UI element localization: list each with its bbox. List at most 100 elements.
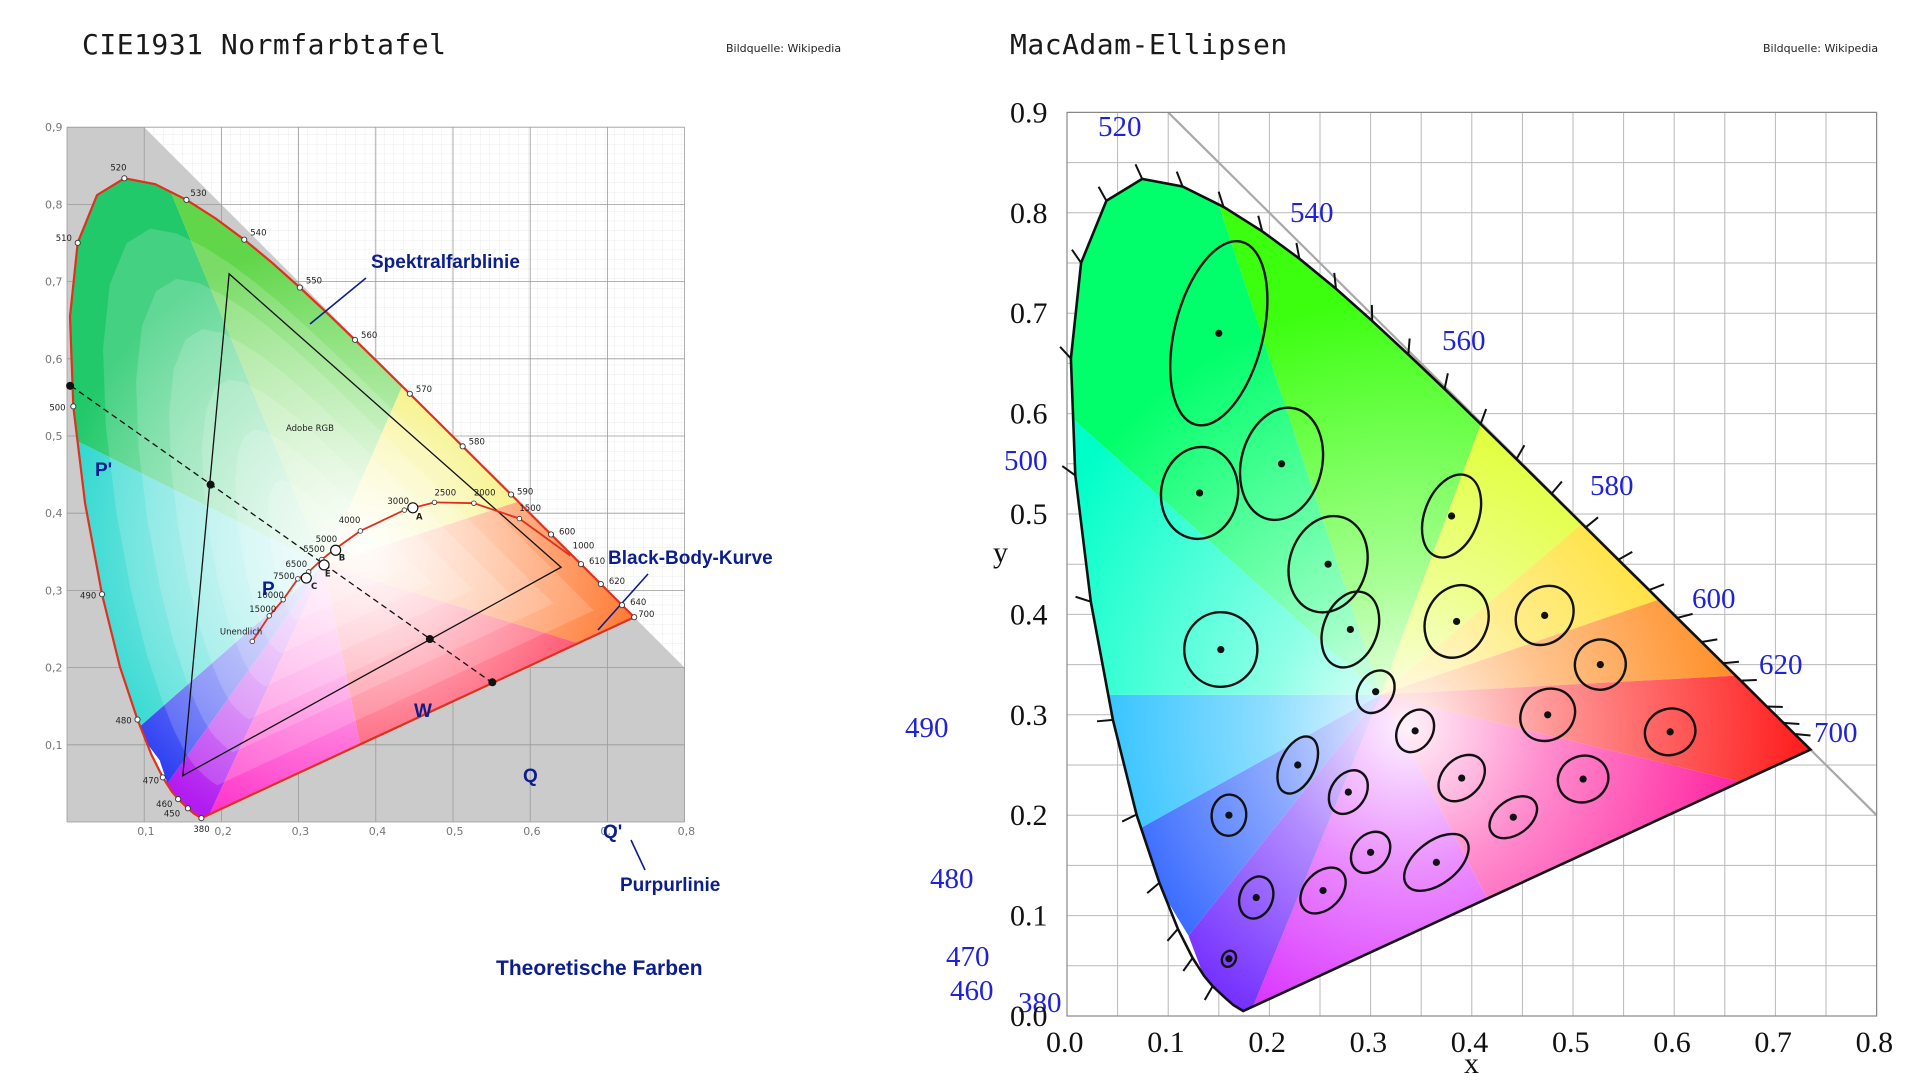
wavelength-marker (597, 580, 604, 588)
x-tick-label: 0.3 (1350, 1026, 1388, 1059)
y-tick-label: 0.5 (1010, 498, 1048, 531)
gamut-fill (1069, 177, 1813, 1013)
wavelength-marker (183, 196, 190, 203)
point-w-label: W (414, 701, 432, 722)
wavelength-label: 700 (1814, 717, 1858, 749)
x-tick-label: 0.2 (1248, 1026, 1286, 1059)
ellipse-center (1372, 688, 1380, 696)
y-tick-label: 0.1 (1010, 900, 1048, 933)
macadam-ellipse (1320, 590, 1381, 669)
wavelength-marker (406, 390, 413, 397)
x-tick-label: 0.5 (1552, 1026, 1590, 1059)
temperature-label: 5500 (303, 545, 325, 555)
wavelength-label: 540 (250, 229, 266, 239)
wavelength-label: 580 (1590, 470, 1634, 502)
wavelength-label: 530 (190, 189, 206, 199)
wavelength-marker (577, 561, 585, 568)
wavelength-marker (459, 443, 466, 450)
y-tick-label: 0,9 (45, 121, 63, 134)
y-tick-label: 0.9 (1010, 96, 1048, 129)
point-q-prime-label: Q' (603, 822, 622, 843)
wavelength-marker (98, 591, 106, 598)
macadam-ellipse (1210, 793, 1248, 837)
temperature-label: 4000 (339, 516, 361, 526)
wavelength-label: 480 (930, 863, 974, 895)
y-tick-label: 0,7 (45, 276, 63, 289)
ellipse-center (1344, 788, 1352, 796)
wavelength-marker (351, 336, 359, 343)
x-tick-label: 0,6 (523, 825, 541, 838)
macadam-ellipse (1573, 638, 1627, 691)
macadam-ellipse (1514, 584, 1575, 647)
left-panel-credit: Bildquelle: Wikipedia (726, 42, 842, 55)
macadam-ellipse (1519, 687, 1577, 743)
wavelength-label: 700 (638, 610, 654, 620)
temperature-label: 1000 (573, 542, 595, 552)
point-q-label: Q (523, 766, 538, 787)
ellipse-center (1432, 858, 1440, 866)
ellipse-center (1225, 955, 1233, 963)
right-panel-title: MacAdam-Ellipsen (1010, 28, 1288, 61)
ellipse-center (1596, 661, 1604, 669)
macadam-ellipse (1159, 445, 1240, 541)
y-tick-label: 0.4 (1010, 598, 1048, 631)
macadam-ellipse (1169, 240, 1269, 427)
wavelength-label: 570 (416, 385, 432, 395)
wavelength-label: 500 (49, 403, 65, 413)
temperature-label: 15000 (249, 605, 276, 615)
wavelength-label: 470 (946, 941, 990, 973)
y-axis-label: y (993, 536, 1008, 569)
y-tick-label: 0,4 (45, 507, 63, 520)
wavelength-label: 560 (361, 331, 377, 341)
axis-ticks: 0,1 0,2 0,3 0,4 0,5 0,6 0,7 0,8 0,1 0,2 0,3 0,4 0,5 0… (45, 121, 695, 838)
wavelength-label: 610 (589, 557, 605, 567)
illuminant-label: B (339, 553, 345, 563)
y-tick-label: 0.3 (1010, 699, 1048, 732)
wavelength-label: 480 (115, 717, 131, 727)
macadam-ellipse (1423, 584, 1490, 659)
x-tick-label: 0.4 (1451, 1026, 1489, 1059)
macadam-ellipse (1299, 866, 1347, 915)
ellipse-center (1458, 774, 1466, 782)
macadam-ellipse (1238, 406, 1325, 522)
macadam-ellipse (1287, 514, 1369, 614)
x-tick-label: 0.6 (1653, 1026, 1691, 1059)
temperature-label: 3000 (387, 497, 409, 507)
macadam-ellipse (1437, 753, 1487, 803)
wavelength-label: 640 (630, 598, 646, 608)
x-tick-label: 0.8 (1856, 1026, 1894, 1059)
ellipse-center (1294, 761, 1302, 769)
macadam-ellipse (1276, 735, 1320, 795)
x-tick-label: 0.0 (1046, 1026, 1084, 1059)
wavelength-label: 500 (1004, 445, 1048, 477)
wavelength-label: 520 (1098, 111, 1142, 143)
wavelength-marker (121, 175, 128, 182)
y-tick-label: 0,5 (45, 430, 63, 443)
wavelength-label: 560 (1442, 325, 1486, 357)
wavelength-marker (184, 805, 191, 812)
wavelength-label: 450 (164, 809, 180, 819)
wavelength-label: 540 (1290, 197, 1334, 229)
temperature-label: 1500 (519, 504, 541, 514)
macadam-ellipse (1488, 795, 1539, 840)
x-tick-label: 0.7 (1754, 1026, 1792, 1059)
point-p-label: P (262, 579, 275, 600)
temperature-label: 2500 (434, 488, 456, 498)
wavelength-label: 490 (905, 712, 949, 744)
ellipse-center (1579, 775, 1587, 783)
wavelength-label: 520 (110, 163, 126, 173)
x-axis-label: x (1464, 1047, 1479, 1080)
wavelength-marker (508, 491, 515, 498)
ellipse-center (1453, 617, 1461, 626)
ellipse-center (1277, 460, 1286, 468)
macadam-ellipse (1220, 949, 1238, 968)
ellipse-center (1252, 893, 1260, 902)
ellipse-center (1225, 811, 1233, 819)
wavelength-marker (175, 796, 182, 803)
macadam-ellipse (1420, 473, 1483, 559)
wavelength-marker (619, 602, 626, 609)
illuminant-label: C (311, 582, 317, 592)
ellipse-center (1411, 727, 1419, 735)
